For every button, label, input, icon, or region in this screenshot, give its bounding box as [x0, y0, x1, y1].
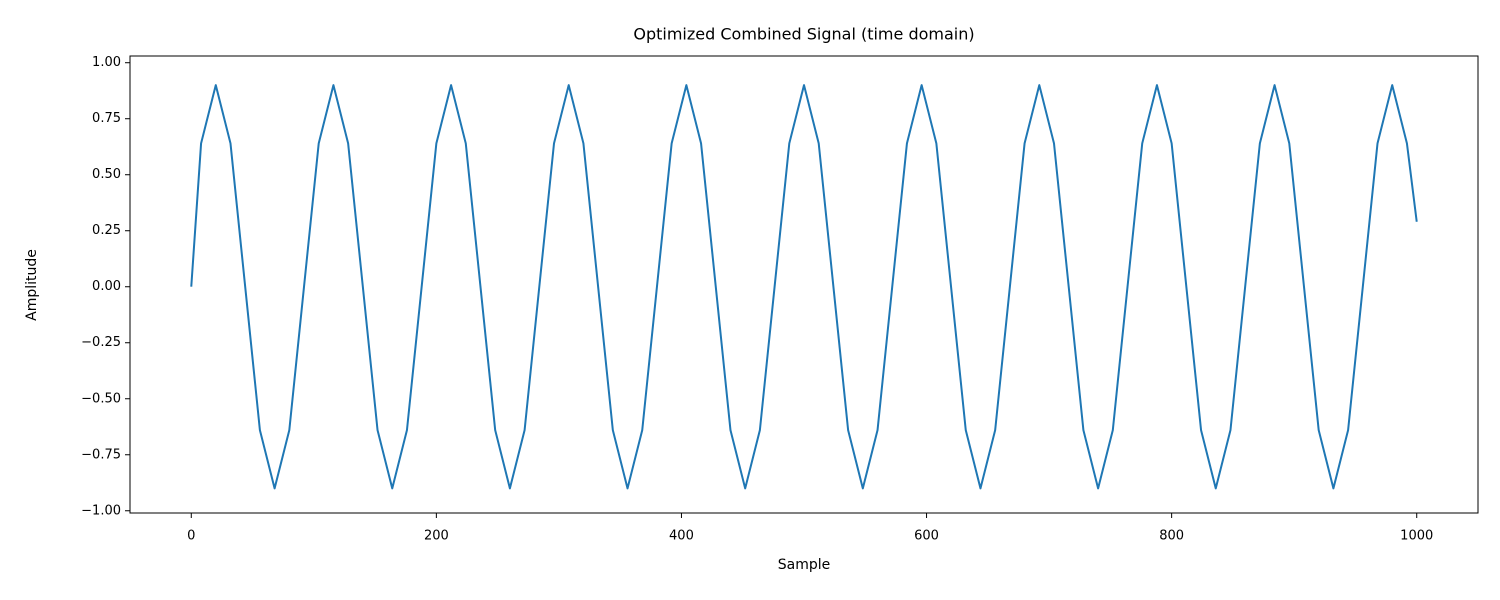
x-tick-label: 800	[1159, 529, 1184, 544]
plot-frame	[129, 55, 1479, 514]
y-tick-label: 0.25	[92, 223, 121, 238]
x-tick-label: 400	[669, 529, 694, 544]
y-tick-label: −0.75	[81, 447, 121, 462]
x-tick-label: 200	[424, 529, 449, 544]
y-tick-label: 1.00	[92, 55, 121, 70]
y-axis-label: Amplitude	[24, 249, 40, 321]
y-tick-label: −0.50	[81, 391, 121, 406]
chart-title: Optimized Combined Signal (time domain)	[633, 25, 974, 44]
signal-line	[190, 84, 1418, 490]
y-tick-label: 0.75	[92, 111, 121, 126]
y-tick-label: −1.00	[81, 503, 121, 518]
y-tick-label: 0.00	[92, 279, 121, 294]
x-tick-label: 1000	[1400, 529, 1433, 544]
x-tick-label: 0	[187, 529, 195, 544]
x-axis-label: Sample	[778, 557, 831, 573]
y-tick-label: 0.50	[92, 167, 121, 182]
y-tick-label: −0.25	[81, 335, 121, 350]
x-tick-label: 600	[914, 529, 939, 544]
